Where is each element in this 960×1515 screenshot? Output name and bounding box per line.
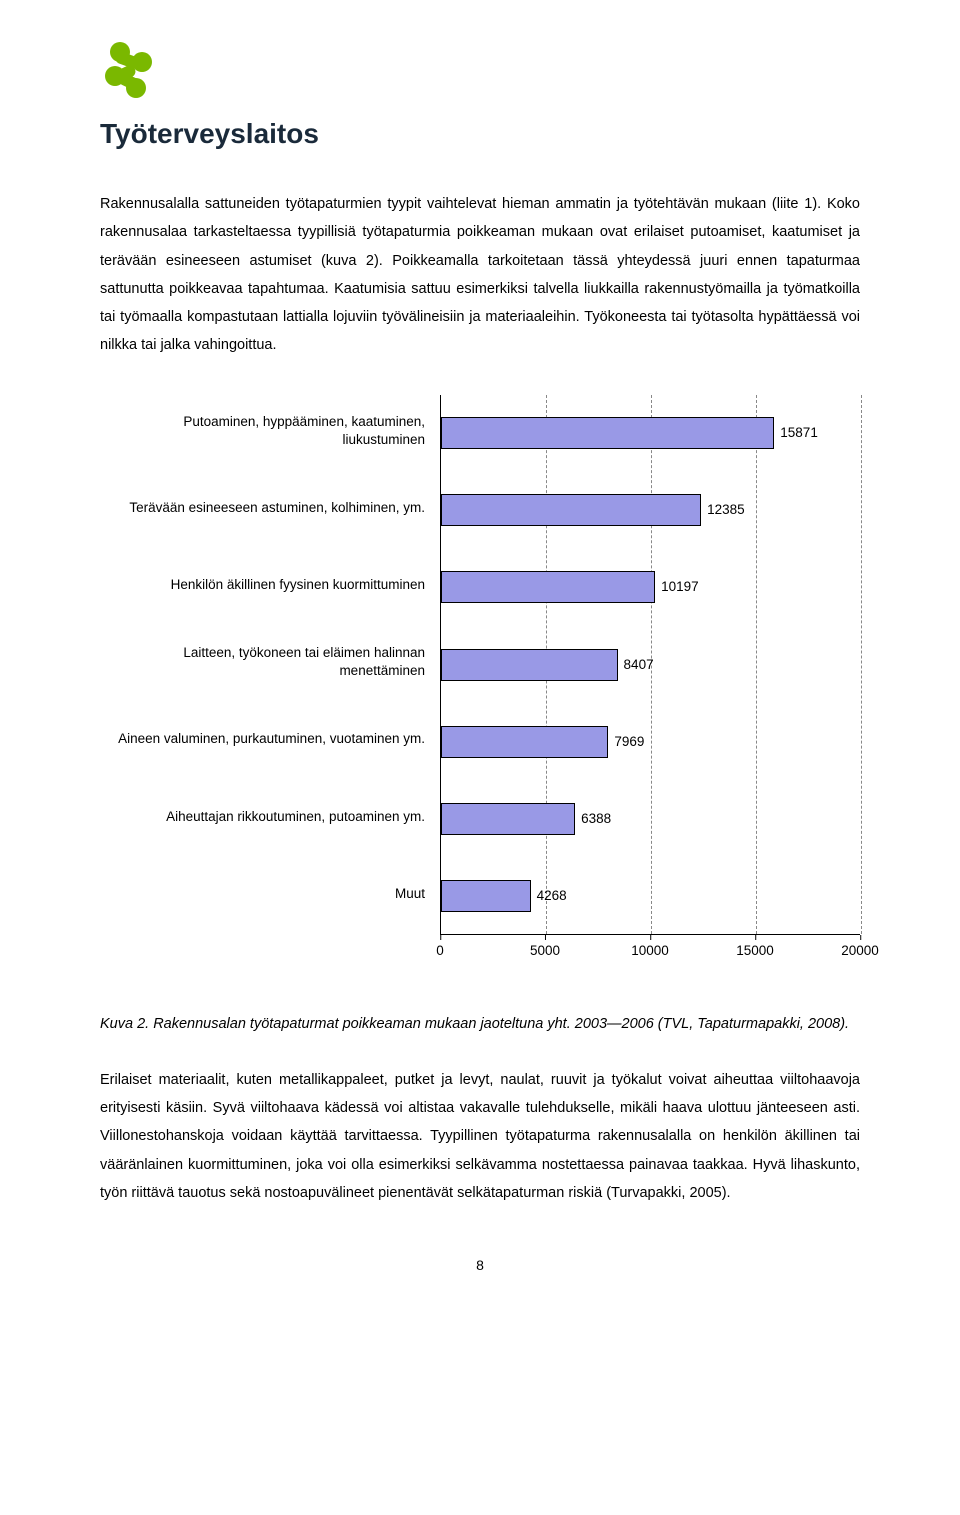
chart-category-label: Terävään esineeseen astuminen, kolhimine… xyxy=(100,499,440,517)
chart-x-tick: 15000 xyxy=(736,943,774,958)
bar-chart: 1587112385101978407796963884268 05000100… xyxy=(100,395,860,975)
chart-x-tick: 20000 xyxy=(841,943,879,958)
chart-row: Laitteen, työkoneen tai eläimen halinnan… xyxy=(100,632,860,692)
chart-category-label: Aineen valuminen, purkautuminen, vuotami… xyxy=(100,730,440,748)
chart-category-label: Aiheuttajan rikkoutuminen, putoaminen ym… xyxy=(100,808,440,826)
chart-x-tick: 5000 xyxy=(530,943,560,958)
chart-row: Aiheuttajan rikkoutuminen, putoaminen ym… xyxy=(100,786,860,846)
brand-logo: Työterveyslaitos xyxy=(100,40,860,150)
chart-row: Terävään esineeseen astuminen, kolhimine… xyxy=(100,478,860,538)
paragraph-1: Rakennusalalla sattuneiden työtapaturmie… xyxy=(100,190,860,360)
chart-x-axis: 05000100001500020000 xyxy=(440,943,860,963)
chart-category-label: Muut xyxy=(100,885,440,903)
document-page: Työterveyslaitos Rakennusalalla sattunei… xyxy=(0,0,960,1333)
chart-row: Muut xyxy=(100,863,860,923)
logo-text: Työterveyslaitos xyxy=(100,118,860,150)
chart-category-label: Laitteen, työkoneen tai eläimen halinnan… xyxy=(100,644,440,679)
chart-row: Henkilön äkillinen fyysinen kuormittumin… xyxy=(100,555,860,615)
chart-row: Putoaminen, hyppääminen, kaatuminen, liu… xyxy=(100,401,860,461)
chart-x-tick: 0 xyxy=(436,943,444,958)
logo-icon xyxy=(100,40,170,110)
paragraph-2: Erilaiset materiaalit, kuten metallikapp… xyxy=(100,1066,860,1207)
figure-caption: Kuva 2. Rakennusalan työtapaturmat poikk… xyxy=(100,1010,860,1038)
chart-category-label: Henkilön äkillinen fyysinen kuormittumin… xyxy=(100,576,440,594)
chart-category-label: Putoaminen, hyppääminen, kaatuminen, liu… xyxy=(100,413,440,448)
page-number: 8 xyxy=(100,1257,860,1273)
chart-x-tick: 10000 xyxy=(631,943,669,958)
chart-gridline xyxy=(861,395,862,934)
chart-row: Aineen valuminen, purkautuminen, vuotami… xyxy=(100,709,860,769)
